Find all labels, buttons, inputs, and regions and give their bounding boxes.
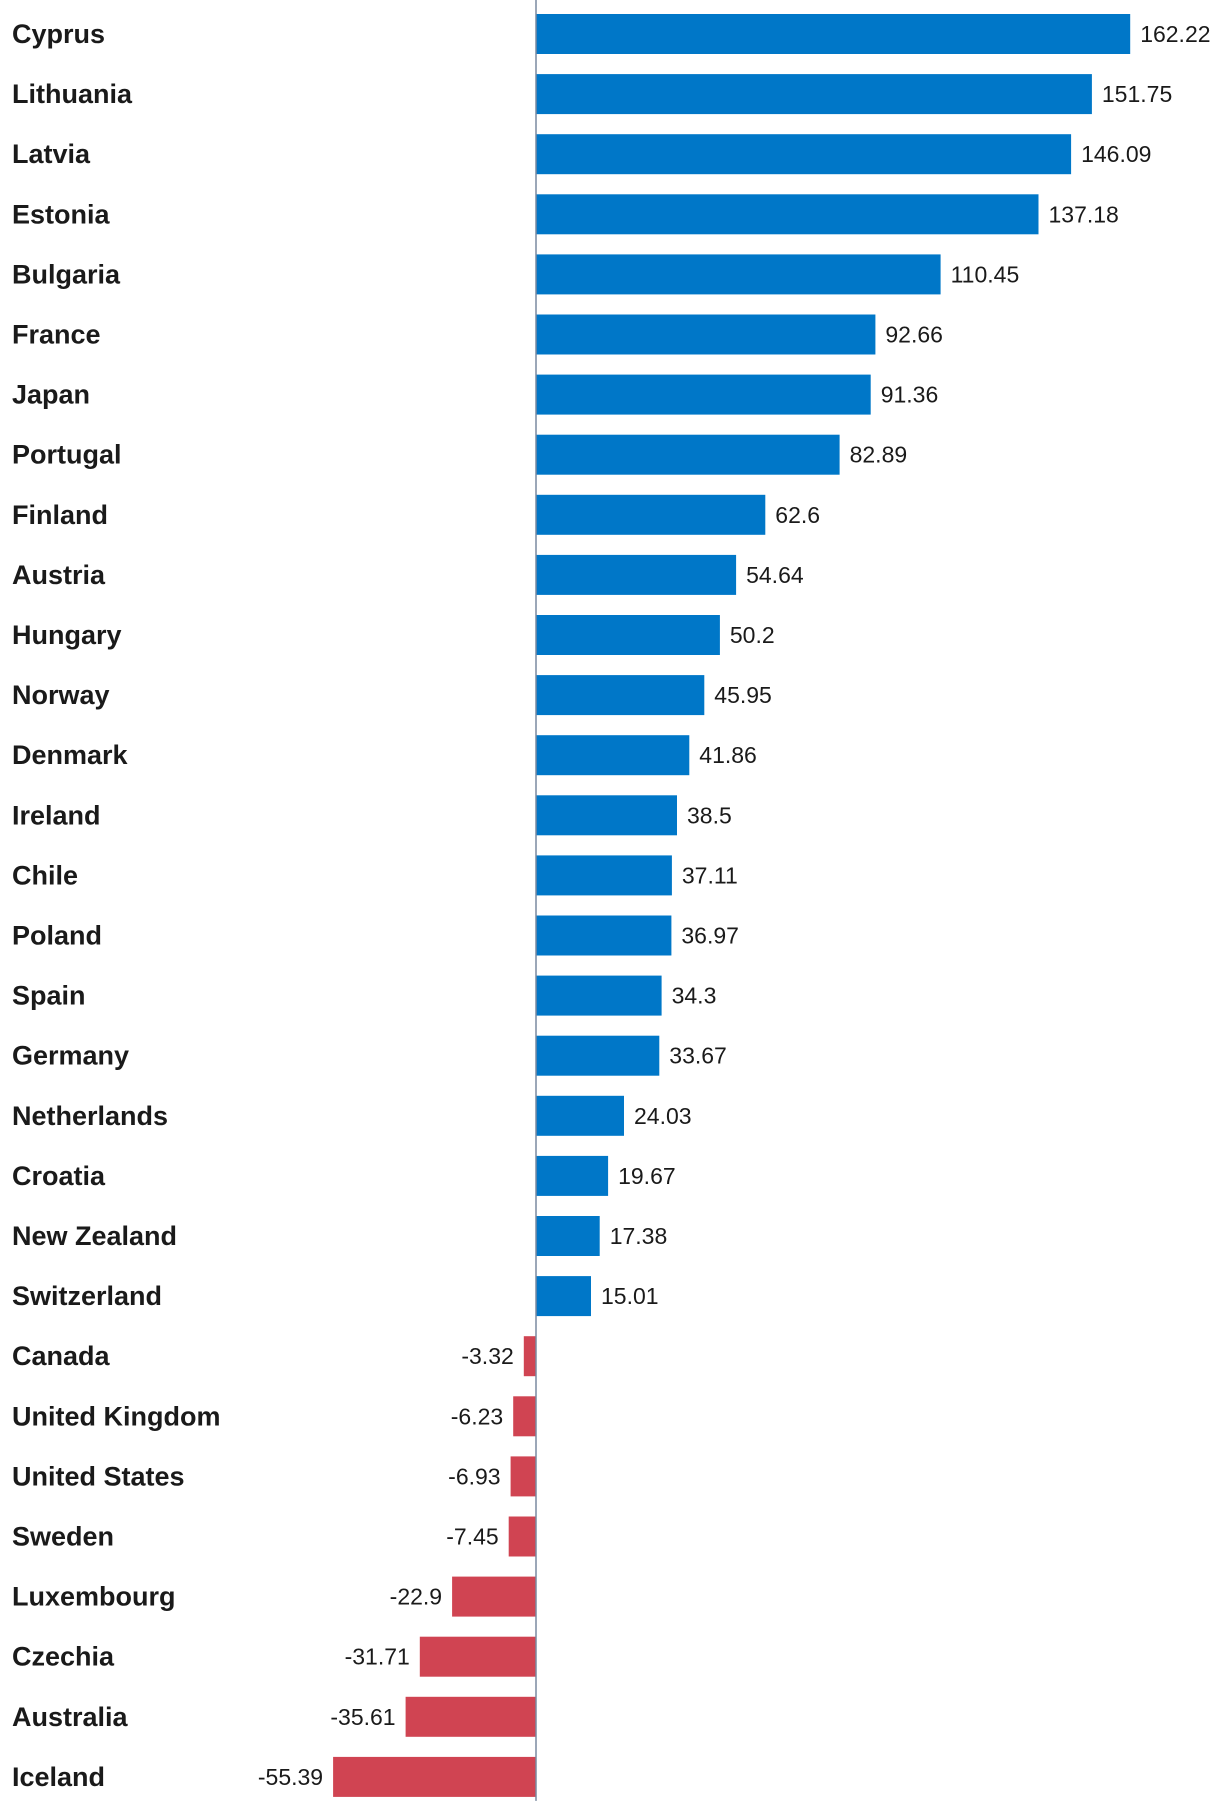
bar-positive xyxy=(536,1216,600,1256)
category-label: Japan xyxy=(12,380,90,410)
value-label: 45.95 xyxy=(714,682,772,708)
bar-positive xyxy=(536,615,720,655)
category-label: Czechia xyxy=(12,1642,115,1672)
bar-positive xyxy=(536,1155,609,1196)
category-label: France xyxy=(12,320,101,350)
value-label: -55.39 xyxy=(258,1764,323,1790)
value-label: -31.71 xyxy=(345,1644,410,1670)
value-label: 137.18 xyxy=(1049,201,1119,227)
category-label: Denmark xyxy=(12,740,129,770)
category-label: Switzerland xyxy=(12,1281,162,1311)
category-label: Finland xyxy=(12,500,108,530)
bar-positive xyxy=(536,314,876,355)
value-label: 62.6 xyxy=(775,502,820,528)
bar-positive xyxy=(536,554,737,595)
bar-positive xyxy=(536,915,672,956)
bar-negative xyxy=(333,1756,536,1797)
bar-negative xyxy=(419,1636,536,1677)
bar-positive xyxy=(536,1276,591,1317)
bar-negative xyxy=(513,1396,536,1437)
category-label: Luxembourg xyxy=(12,1582,176,1612)
category-label: Australia xyxy=(12,1702,129,1732)
value-label: 15.01 xyxy=(601,1283,659,1309)
value-label: -35.61 xyxy=(330,1704,395,1730)
value-label: 92.66 xyxy=(885,322,943,348)
category-label: Sweden xyxy=(12,1522,114,1552)
bar-positive xyxy=(536,74,1092,115)
category-label: Lithuania xyxy=(12,79,133,109)
category-label: Austria xyxy=(12,560,106,590)
value-label: -7.45 xyxy=(446,1524,498,1550)
value-label: 151.75 xyxy=(1102,81,1172,107)
category-label: New Zealand xyxy=(12,1221,177,1251)
value-label: 34.3 xyxy=(672,983,717,1009)
value-label: 110.45 xyxy=(951,261,1020,287)
category-label: Cyprus xyxy=(12,19,105,49)
bar-negative xyxy=(510,1456,536,1497)
bar-positive xyxy=(536,1095,624,1136)
value-label: 36.97 xyxy=(681,923,739,949)
bar-negative xyxy=(523,1336,536,1377)
bar-positive xyxy=(536,1035,660,1076)
bar-positive xyxy=(536,494,766,535)
category-label: Netherlands xyxy=(12,1101,168,1131)
bar-negative xyxy=(508,1516,536,1557)
value-label: -3.32 xyxy=(461,1343,513,1369)
value-label: 146.09 xyxy=(1081,141,1151,167)
value-label: 41.86 xyxy=(699,742,757,768)
category-label: Ireland xyxy=(12,800,101,830)
bar-positive xyxy=(536,735,690,776)
category-label: Latvia xyxy=(12,139,91,169)
category-label: United States xyxy=(12,1461,185,1491)
category-label: Croatia xyxy=(12,1161,106,1191)
bar-positive xyxy=(536,975,662,1016)
value-label: 54.64 xyxy=(746,562,804,588)
value-label: 19.67 xyxy=(618,1163,676,1189)
category-label: Chile xyxy=(12,860,78,890)
value-label: 91.36 xyxy=(881,382,939,408)
value-label: -6.23 xyxy=(451,1403,503,1429)
bar-positive xyxy=(536,254,941,295)
bar-positive xyxy=(536,795,677,836)
bar-positive xyxy=(536,675,705,716)
bar-positive xyxy=(536,374,871,415)
value-label: -6.93 xyxy=(448,1463,500,1489)
category-label: Spain xyxy=(12,981,86,1011)
value-label: 162.22 xyxy=(1140,21,1210,47)
bar-positive xyxy=(536,434,840,475)
bar-positive xyxy=(536,194,1039,235)
category-label: Estonia xyxy=(12,199,111,229)
value-label: 50.2 xyxy=(730,622,775,648)
category-label: Germany xyxy=(12,1041,129,1071)
value-label: -22.9 xyxy=(390,1584,442,1610)
bar-negative xyxy=(452,1576,536,1617)
category-label: Bulgaria xyxy=(12,259,121,289)
bar-positive xyxy=(536,14,1131,54)
category-label: Portugal xyxy=(12,440,122,470)
category-label: United Kingdom xyxy=(12,1401,220,1431)
value-label: 17.38 xyxy=(610,1223,668,1249)
category-label: Poland xyxy=(12,921,102,951)
category-label: Hungary xyxy=(12,620,122,650)
category-label: Iceland xyxy=(12,1762,105,1792)
category-label: Canada xyxy=(12,1341,111,1371)
value-label: 38.5 xyxy=(687,802,732,828)
bar-positive xyxy=(536,134,1072,175)
value-label: 82.89 xyxy=(850,442,908,468)
value-label: 37.11 xyxy=(682,862,738,888)
value-label: 33.67 xyxy=(669,1043,727,1069)
value-label: 24.03 xyxy=(634,1103,692,1129)
bar-positive xyxy=(536,855,672,896)
bar-negative xyxy=(405,1696,536,1737)
category-label: Norway xyxy=(12,680,110,710)
